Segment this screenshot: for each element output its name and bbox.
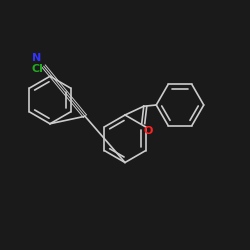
Text: O: O <box>143 126 152 136</box>
Text: Cl: Cl <box>32 64 44 74</box>
Text: N: N <box>32 53 41 63</box>
